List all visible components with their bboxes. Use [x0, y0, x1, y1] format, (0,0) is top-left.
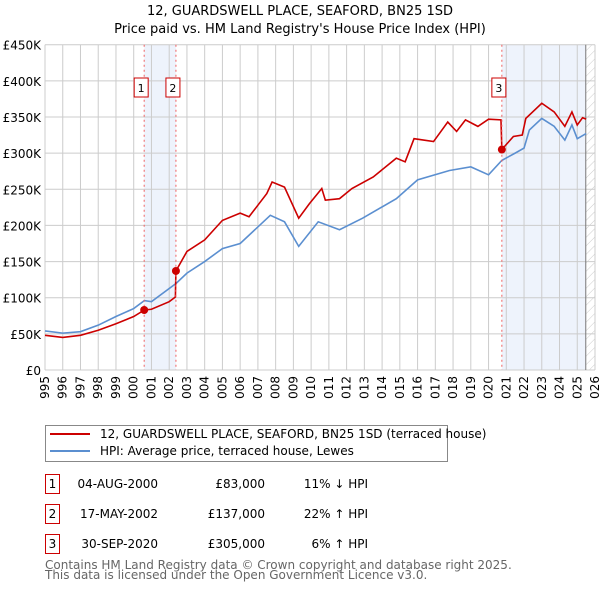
x-tick-label: 2014: [375, 376, 389, 400]
x-tick-label: 2008: [269, 376, 283, 400]
sale-label-box: [133, 77, 149, 98]
x-tick-label: 2011: [322, 376, 336, 400]
sale-price: £305,000: [207, 537, 265, 551]
sale-point: [140, 306, 149, 315]
sale-date: 17-MAY-2002: [79, 507, 158, 521]
y-tick-label: £200K: [3, 219, 43, 233]
sale-date: 04-AUG-2000: [77, 477, 159, 491]
sale-number: 3: [45, 534, 60, 554]
sale-hpi-diff: 11% ↓ HPI: [303, 477, 368, 491]
x-tick-label: 2024: [553, 376, 567, 400]
sale-number: 2: [45, 504, 60, 524]
x-tick-label: 2013: [357, 376, 371, 400]
y-tick-label: £250K: [3, 183, 43, 197]
y-tick-label: £300K: [3, 147, 43, 161]
x-tick-label: 2016: [411, 376, 425, 400]
sale-label-box: [491, 77, 507, 98]
sale-label: 2: [169, 82, 176, 95]
x-tick-label: 2026: [588, 376, 600, 400]
sale-point: [497, 145, 506, 154]
x-tick-label: 1995: [38, 376, 52, 400]
sale-label: 3: [495, 82, 502, 95]
x-tick-label: 2001: [144, 376, 158, 400]
sale-label-box: [165, 77, 181, 98]
legend-blue-label: HPI: Average price, terraced house, Lewe…: [100, 444, 354, 458]
y-tick-label: £50K: [10, 328, 42, 342]
footer-line-1: Contains HM Land Registry data © Crown c…: [45, 558, 512, 572]
shaded-period-1: [144, 44, 176, 370]
x-tick-label: 2004: [198, 376, 212, 400]
x-tick-label: 1996: [56, 376, 70, 400]
chart-title: 12, GUARDSWELL PLACE, SEAFORD, BN25 1SD: [147, 4, 453, 19]
x-tick-label: 2010: [304, 376, 318, 400]
sale-label: 1: [138, 82, 145, 95]
price-chart: 12, GUARDSWELL PLACE, SEAFORD, BN25 1SD …: [3, 4, 600, 400]
sale-hpi-diff: 22% ↑ HPI: [303, 507, 368, 521]
x-tick-label: 2012: [340, 376, 354, 400]
x-tick-label: 2017: [428, 376, 442, 400]
x-tick-label: 2003: [180, 376, 194, 400]
price-paid-line: [44, 102, 587, 339]
x-tick-label: 2025: [570, 376, 584, 400]
x-tick-label: 2005: [215, 376, 229, 400]
y-tick-label: £400K: [3, 75, 43, 89]
x-tick-label: 1997: [73, 376, 87, 400]
legend-red-label: 12, GUARDSWELL PLACE, SEAFORD, BN25 1SD …: [100, 427, 486, 441]
y-tick-label: £100K: [3, 292, 43, 306]
sale-date: 30-SEP-2020: [81, 537, 158, 551]
forecast-hatch: [585, 44, 595, 370]
footer-line-2: This data is licensed under the Open Gov…: [45, 568, 428, 582]
x-tick-label: 2022: [517, 376, 531, 400]
sale-point: [171, 266, 180, 275]
sale-price: £83,000: [215, 477, 265, 491]
x-tick-label: 2006: [233, 376, 247, 400]
x-tick-label: 2000: [127, 376, 141, 400]
sale-hpi-diff: 6% ↑ HPI: [311, 537, 368, 551]
y-tick-label: £0: [26, 364, 41, 378]
chart-subtitle: Price paid vs. HM Land Registry's House …: [114, 22, 486, 37]
y-tick-label: £350K: [3, 111, 43, 125]
x-tick-label: 1999: [109, 376, 123, 400]
x-tick-label: 2015: [393, 376, 407, 400]
x-tick-label: 2019: [464, 376, 478, 400]
legend: 12, GUARDSWELL PLACE, SEAFORD, BN25 1SD …: [45, 425, 486, 462]
y-tick-label: £450K: [3, 39, 43, 53]
x-tick-label: 1998: [91, 376, 105, 400]
shaded-period-2: [501, 44, 586, 370]
x-tick-label: 2021: [499, 376, 513, 400]
y-tick-label: £150K: [3, 256, 43, 270]
x-tick-label: 2002: [162, 376, 176, 400]
sale-number: 1: [45, 474, 60, 494]
sale-price: £137,000: [207, 507, 265, 521]
x-tick-label: 2007: [251, 376, 265, 400]
x-tick-label: 2023: [535, 376, 549, 400]
x-tick-label: 2018: [446, 376, 460, 400]
hpi-line: [44, 117, 587, 334]
x-tick-label: 2009: [286, 376, 300, 400]
x-tick-label: 2020: [482, 376, 496, 400]
